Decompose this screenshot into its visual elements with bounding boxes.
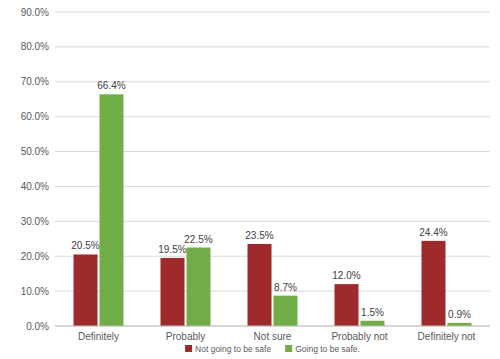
- tick-label: 80.0%: [21, 41, 49, 52]
- data-label: 12.0%: [332, 270, 360, 281]
- tick-label: 10.0%: [21, 286, 49, 297]
- legend-item: Going to be safe.: [285, 344, 360, 354]
- data-label: 1.5%: [361, 307, 384, 318]
- data-label: 23.5%: [245, 230, 273, 241]
- category-label: Definitely: [78, 331, 119, 342]
- category-label: Probably not: [331, 331, 387, 342]
- data-label: 0.9%: [448, 309, 471, 320]
- data-label: 24.4%: [419, 227, 447, 238]
- data-label: 66.4%: [97, 80, 125, 91]
- grid: [55, 12, 490, 326]
- tick-label: 20.0%: [21, 251, 49, 262]
- grid-line: [55, 12, 490, 13]
- bar: [74, 254, 98, 326]
- tick-label: 30.0%: [21, 216, 49, 227]
- data-label: 8.7%: [274, 282, 297, 293]
- legend: Not going to be safe Going to be safe.: [185, 344, 360, 354]
- category-label: Probably: [166, 331, 205, 342]
- x-axis: [55, 326, 490, 327]
- bar: [274, 296, 298, 326]
- category-label: Definitely not: [418, 331, 476, 342]
- bar: [422, 241, 446, 326]
- bar: [161, 258, 185, 326]
- tick-label: 70.0%: [21, 76, 49, 87]
- tick-label: 40.0%: [21, 181, 49, 192]
- data-label: 20.5%: [71, 240, 99, 251]
- grid-line: [55, 46, 490, 47]
- data-labels: 20.5% 19.5% 23.5% 12.0% 24.4% 66.4% 22.5% 8.7% 1…: [71, 80, 471, 320]
- legend-label: Going to be safe.: [295, 344, 360, 354]
- data-label: 22.5%: [184, 234, 212, 245]
- legend-item: Not going to be safe: [185, 344, 271, 354]
- tick-label: 0.0%: [26, 321, 49, 332]
- bar: [187, 248, 211, 327]
- chart: 0.0% 10.0% 20.0% 30.0% 40.0% 50.0% 60.0% 70.0% 8…: [0, 0, 500, 359]
- bar: [100, 94, 124, 326]
- tick-label: 50.0%: [21, 146, 49, 157]
- grid-line: [55, 326, 490, 327]
- tick-label: 90.0%: [21, 7, 49, 18]
- data-label: 19.5%: [158, 244, 186, 255]
- bars: [74, 94, 472, 326]
- bar: [361, 321, 385, 326]
- bar: [248, 244, 272, 326]
- legend-label: Not going to be safe: [195, 344, 271, 354]
- category-label: Not sure: [254, 331, 292, 342]
- tick-label: 60.0%: [21, 111, 49, 122]
- legend-swatch: [285, 345, 292, 352]
- legend-swatch: [185, 345, 192, 352]
- bar: [335, 284, 359, 326]
